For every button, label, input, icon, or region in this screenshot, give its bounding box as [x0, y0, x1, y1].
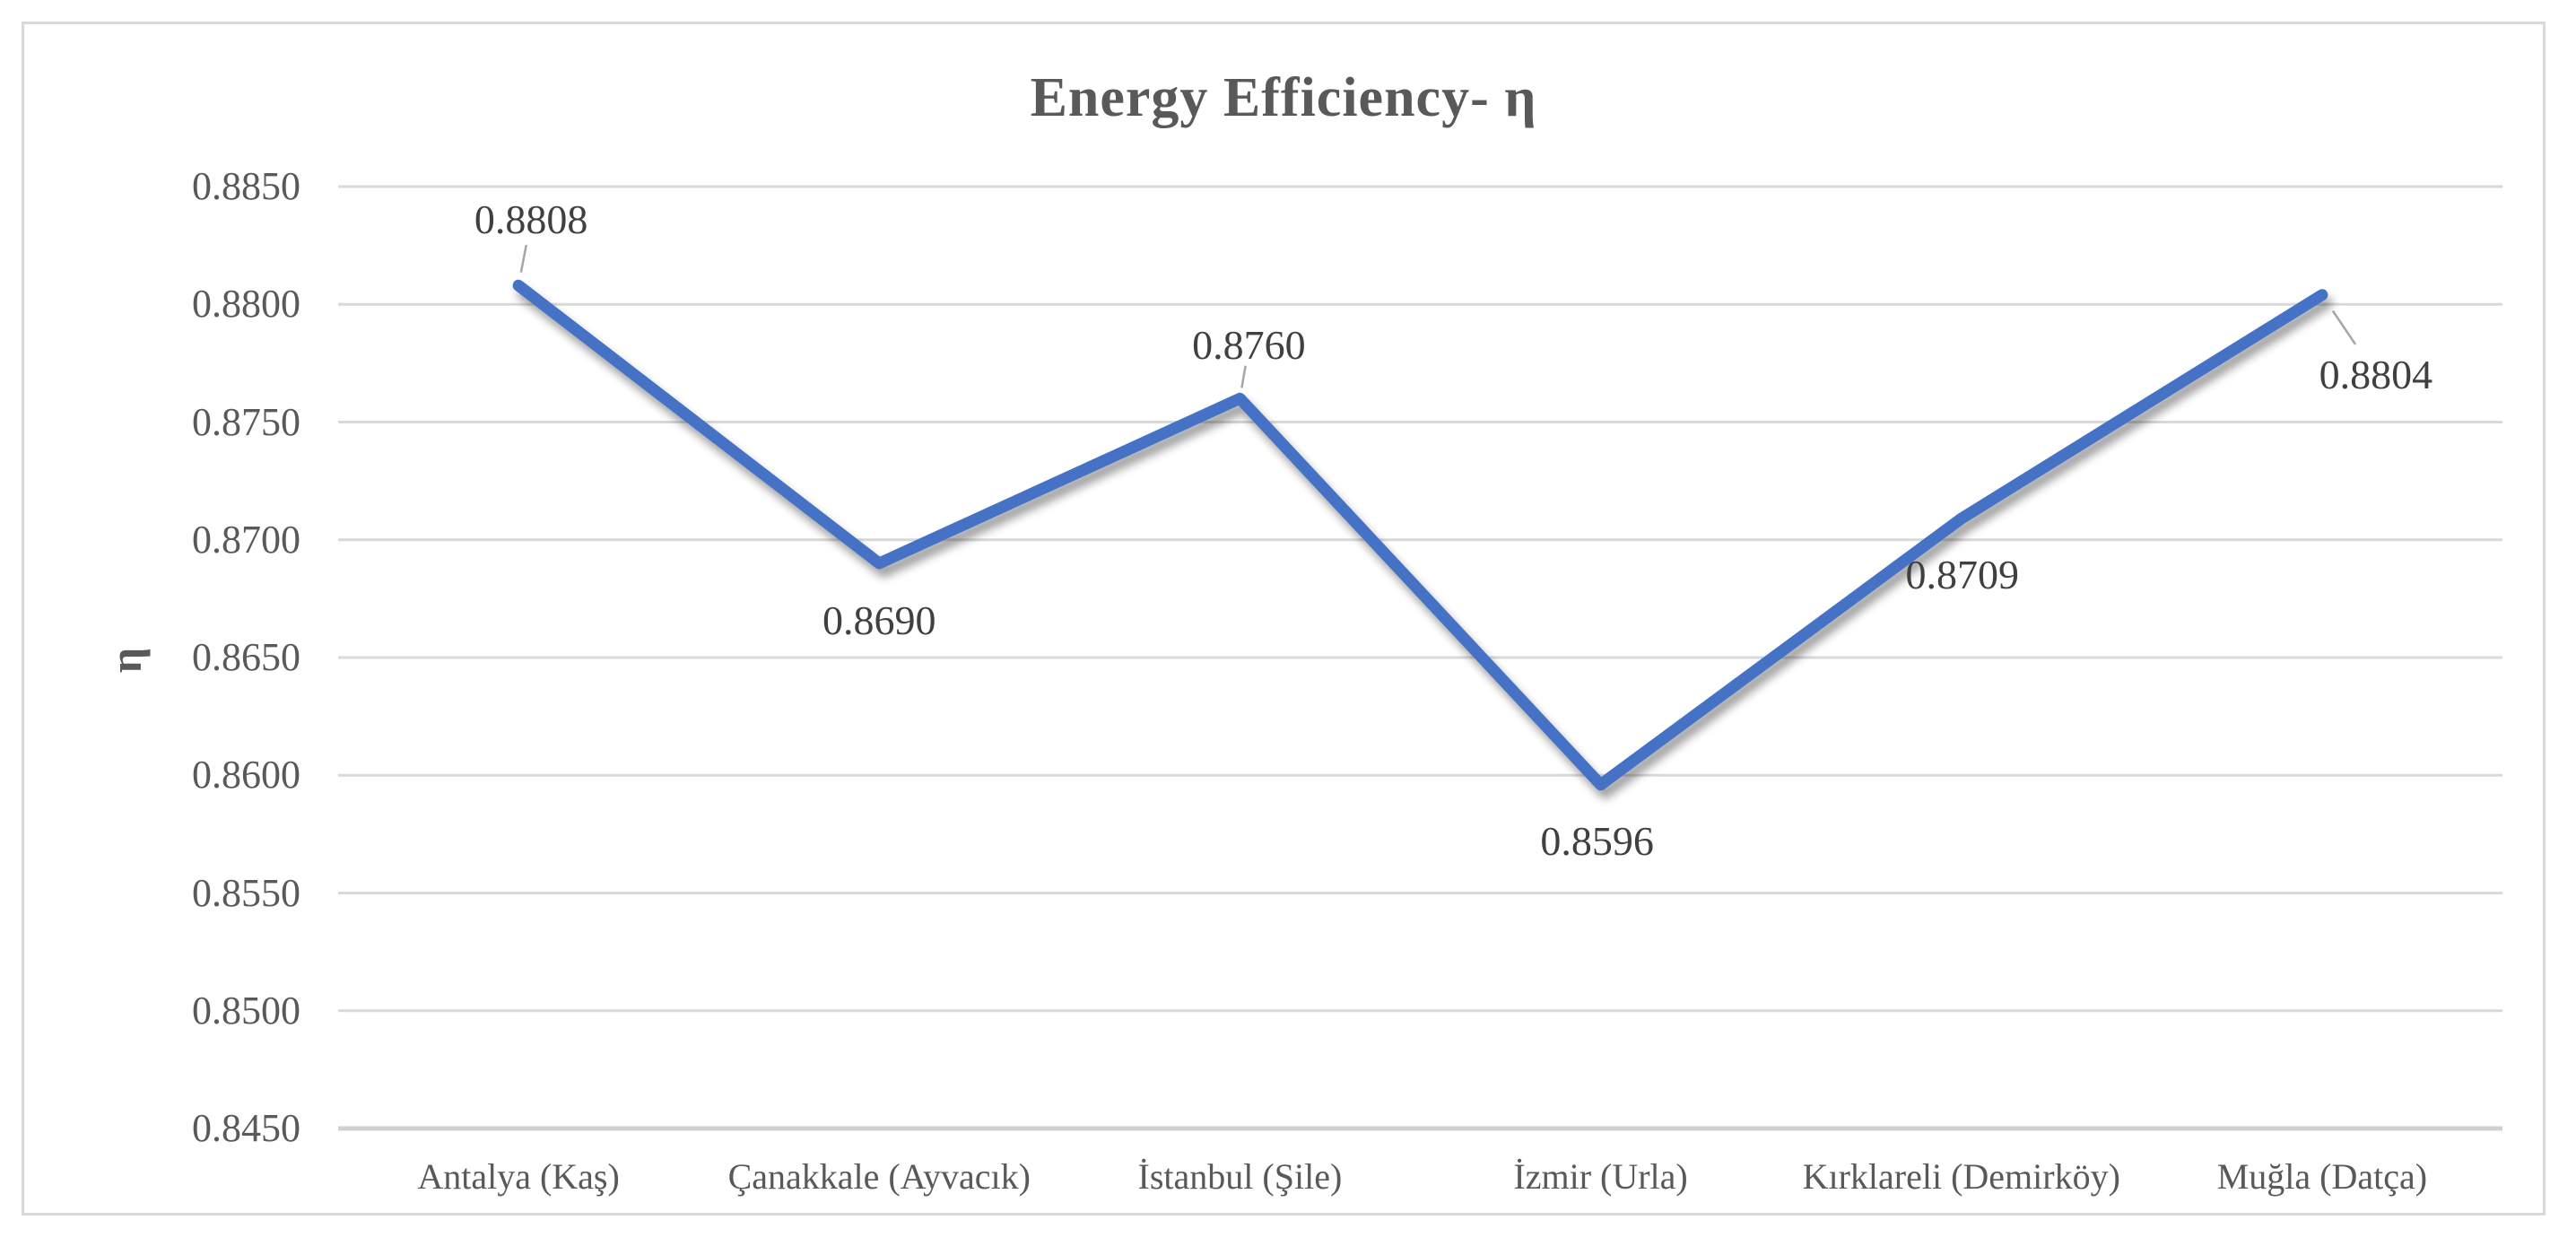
- y-tick-label: 0.8850: [192, 164, 300, 208]
- data-label: 0.8808: [474, 196, 588, 243]
- y-tick-label: 0.8700: [192, 517, 300, 562]
- x-category-label: Kırklareli (Demirköy): [1802, 1156, 2120, 1197]
- x-category-label: İzmir (Urla): [1513, 1156, 1688, 1197]
- chart-title: Energy Efficiency- η: [1030, 67, 1537, 128]
- gridlines: [338, 185, 2502, 1131]
- chart-frame: [22, 22, 2546, 1216]
- y-tick-label: 0.8600: [192, 753, 300, 797]
- data-label: 0.8804: [2319, 351, 2433, 397]
- series-path: [512, 279, 2328, 791]
- y-tick-label: 0.8650: [192, 635, 300, 679]
- series-line: [512, 279, 2328, 791]
- x-category-label: Antalya (Kaş): [417, 1156, 620, 1197]
- x-category-label: Çanakkale (Ayvacık): [727, 1156, 1031, 1197]
- y-tick-label: 0.8450: [192, 1106, 300, 1150]
- x-category-label: İstanbul (Şile): [1137, 1156, 1343, 1197]
- data-label: 0.8596: [1540, 817, 1654, 864]
- data-label-leader-line: [519, 244, 527, 273]
- data-label: 0.8690: [822, 597, 936, 643]
- data-label: 0.8760: [1192, 322, 1306, 369]
- data-label: 0.8709: [1905, 552, 2020, 598]
- y-tick-label: 0.8500: [192, 988, 300, 1033]
- y-tick-label: 0.8750: [192, 399, 300, 444]
- leader-lines: [519, 244, 2357, 388]
- data-label-leader-line: [1240, 365, 1247, 388]
- y-tick-label: 0.8800: [192, 282, 300, 327]
- x-category-label: Muğla (Datça): [2216, 1156, 2428, 1197]
- y-tick-label: 0.8550: [192, 870, 300, 915]
- data-label-leader-line: [2331, 309, 2357, 345]
